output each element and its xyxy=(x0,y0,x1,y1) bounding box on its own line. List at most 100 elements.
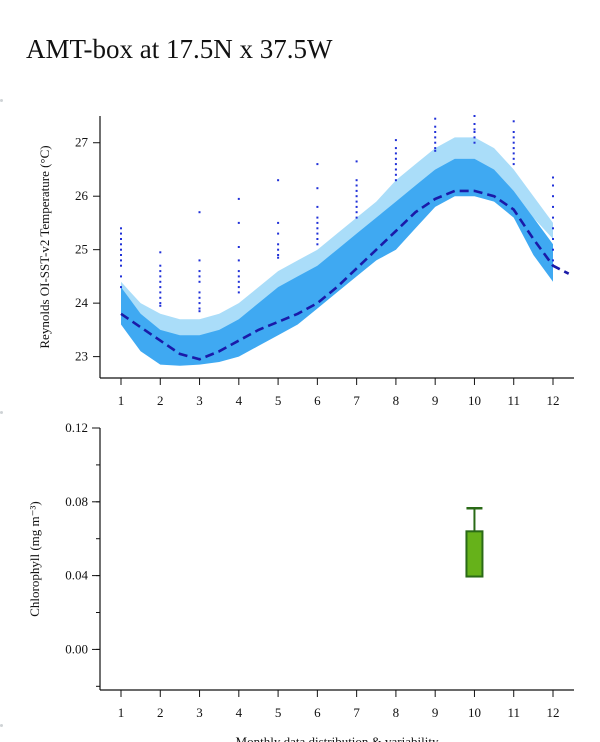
sst-point xyxy=(120,264,122,267)
sst-point xyxy=(316,243,319,246)
sst-y-tick-label: 25 xyxy=(75,242,88,257)
sst-point xyxy=(394,139,397,142)
sst-point xyxy=(237,270,240,273)
chlorophyll-x-tick-label: 1 xyxy=(118,705,125,720)
sst-point xyxy=(473,131,476,133)
sst-point xyxy=(512,152,515,155)
sst-point xyxy=(316,232,319,235)
sst-x-tick-label: 7 xyxy=(353,393,360,408)
chlorophyll-x-ticks: 1 2 3 4 5 6 7 8 9 10 11 12 xyxy=(118,690,560,720)
sst-point xyxy=(159,296,162,299)
sst-point xyxy=(434,117,437,120)
sst-point xyxy=(237,286,240,289)
sst-point xyxy=(355,200,358,203)
sst-point xyxy=(316,205,319,208)
sst-bands xyxy=(121,137,553,366)
sst-point xyxy=(120,227,122,230)
chlorophyll-x-axis-title: Monthly data distribution & variability xyxy=(236,734,439,742)
sst-point xyxy=(237,291,240,294)
sst-point xyxy=(316,227,319,230)
sst-point xyxy=(394,173,397,176)
chlorophyll-boxes xyxy=(465,507,484,578)
sst-point xyxy=(473,136,476,139)
chlorophyll-x-tick-label: 7 xyxy=(353,705,360,720)
sst-point xyxy=(237,221,240,224)
chlorophyll-chart: 0.000.040.080.12 1 2 3 4 5 6 7 8 9 10 11 12 Chlorop… xyxy=(27,420,574,742)
sst-point xyxy=(394,157,397,160)
sst-point xyxy=(316,163,319,166)
sst-point xyxy=(355,216,358,219)
sst-point xyxy=(394,163,397,166)
sst-point xyxy=(355,211,358,214)
sst-point xyxy=(159,302,162,305)
sst-point xyxy=(434,149,437,152)
sst-x-ticks: 1 2 3 4 5 6 7 8 9 10 11 12 xyxy=(118,378,560,408)
sst-point xyxy=(434,125,437,128)
sst-point xyxy=(237,197,240,200)
sst-y-axis-title: Reynolds OI-SST-v2 Temperature (°C) xyxy=(37,145,52,348)
sst-point xyxy=(355,205,358,208)
sst-y-tick-label: 26 xyxy=(75,188,89,203)
sst-point xyxy=(277,254,280,256)
sst-point xyxy=(277,243,280,246)
sst-point xyxy=(159,270,162,273)
chlorophyll-y-ticks: 0.00 0.04 0.08 0.12 xyxy=(65,420,100,687)
sst-x-tick-label: 5 xyxy=(275,393,282,408)
sst-point xyxy=(237,246,240,248)
sst-x-tick-label: 8 xyxy=(393,393,400,408)
margin-dot xyxy=(0,724,3,727)
chlorophyll-box xyxy=(465,530,484,578)
chlorophyll-x-tick-label: 11 xyxy=(507,705,520,720)
sst-point xyxy=(120,254,122,256)
chlorophyll-x-tick-label: 12 xyxy=(547,705,560,720)
sst-point xyxy=(434,147,437,150)
sst-point xyxy=(159,286,162,289)
sst-x-tick-label: 12 xyxy=(547,393,560,408)
sst-point xyxy=(198,280,201,283)
sst-point xyxy=(198,270,201,273)
sst-y-tick-label: 24 xyxy=(75,295,89,310)
sst-x-tick-label: 10 xyxy=(468,393,481,408)
sst-point xyxy=(120,232,122,235)
sst-point xyxy=(237,280,240,283)
sst-point xyxy=(316,221,319,224)
chlorophyll-x-tick-label: 9 xyxy=(432,705,439,720)
sst-point xyxy=(198,307,201,310)
page-title: AMT-box at 17.5N x 37.5W xyxy=(26,34,333,64)
sst-mean-line-group xyxy=(120,189,570,361)
sst-point xyxy=(120,238,122,240)
sst-x-tick-label: 4 xyxy=(236,393,243,408)
sst-point xyxy=(198,296,201,299)
chlorophyll-x-tick-label: 6 xyxy=(314,705,321,720)
sst-point xyxy=(512,131,515,133)
sst-point xyxy=(316,187,319,190)
margin-dot xyxy=(0,99,3,102)
sst-point xyxy=(198,291,201,294)
sst-point xyxy=(277,179,280,182)
sst-point xyxy=(552,238,554,240)
sst-point xyxy=(552,176,554,179)
sst-point xyxy=(198,302,201,305)
sst-point xyxy=(277,248,280,251)
sst-point xyxy=(198,211,201,214)
sst-point xyxy=(512,147,515,150)
sst-point xyxy=(552,184,554,187)
sst-point xyxy=(552,259,554,262)
sst-mean-line xyxy=(120,189,570,361)
sst-point xyxy=(237,275,240,278)
sst-point xyxy=(552,216,554,219)
chlorophyll-x-tick-label: 4 xyxy=(236,705,243,720)
sst-point xyxy=(198,259,201,262)
sst-point xyxy=(552,205,554,208)
chlorophyll-y-axis-title: Chlorophyll (mg m⁻³) xyxy=(27,501,42,616)
sst-point xyxy=(316,216,319,219)
sst-point xyxy=(473,141,476,144)
chlorophyll-y-tick-label: 0.00 xyxy=(65,641,88,656)
sst-point xyxy=(277,232,280,235)
sst-point xyxy=(512,136,515,139)
sst-point xyxy=(198,310,201,313)
sst-point xyxy=(394,152,397,155)
sst-inner-band xyxy=(121,158,553,366)
sst-x-tick-label: 6 xyxy=(314,393,321,408)
